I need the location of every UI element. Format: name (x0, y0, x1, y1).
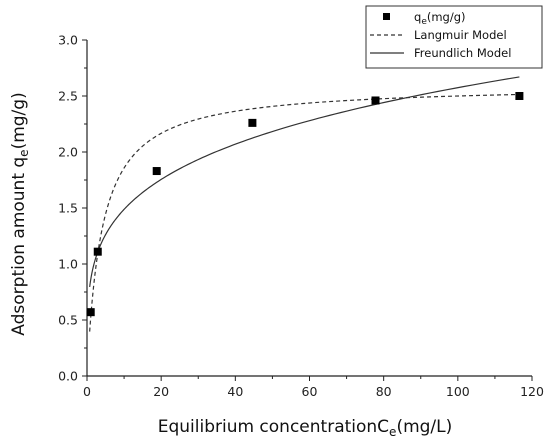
x-axis: 0 20 40 60 80 100 120 (83, 375, 544, 399)
data-point-qe (371, 96, 380, 105)
data-point-qe (248, 118, 257, 127)
freundlich-model-line (89, 76, 520, 288)
series-layer (86, 76, 524, 332)
y-tick-label: 2.5 (58, 89, 78, 104)
legend-label-freundlich: Freundlich Model (414, 46, 511, 60)
y-tick-label: 3.0 (58, 33, 78, 48)
y-tick-label: 2.0 (58, 145, 78, 160)
x-tick-label: 40 (227, 384, 243, 399)
y-tick-label: 0.5 (58, 313, 78, 328)
y-tick-label: 1.0 (58, 257, 78, 272)
x-tick-label: 20 (153, 384, 169, 399)
data-point-qe (93, 247, 102, 256)
y-tick-label: 1.5 (58, 201, 78, 216)
legend-box (365, 5, 543, 69)
data-point-qe (152, 167, 161, 176)
x-tick-label: 120 (520, 384, 544, 399)
data-point-qe (515, 92, 524, 100)
legend-label-langmuir: Langmuir Model (414, 28, 507, 42)
x-tick-label: 0 (83, 384, 91, 399)
legend-marker-qe (383, 13, 390, 20)
x-tick-label: 80 (376, 384, 392, 399)
legend-label-qe: qe(mg/g) (414, 10, 466, 27)
x-axis-title: Equilibrium concentrationCe(mg/L) (158, 417, 453, 439)
legend: qe(mg/g) Langmuir Model Freundlich Model (365, 5, 543, 69)
y-axis-title: Adsorption amount qe(mg/g) (9, 92, 31, 335)
y-tick-label: 0.0 (58, 369, 78, 384)
x-tick-label: 60 (302, 384, 318, 399)
langmuir-model-line (89, 93, 520, 332)
x-tick-label: 100 (446, 384, 470, 399)
y-axis: 0.0 0.5 1.0 1.5 2.0 2.5 3.0 (58, 33, 88, 384)
data-point-qe (86, 308, 95, 317)
